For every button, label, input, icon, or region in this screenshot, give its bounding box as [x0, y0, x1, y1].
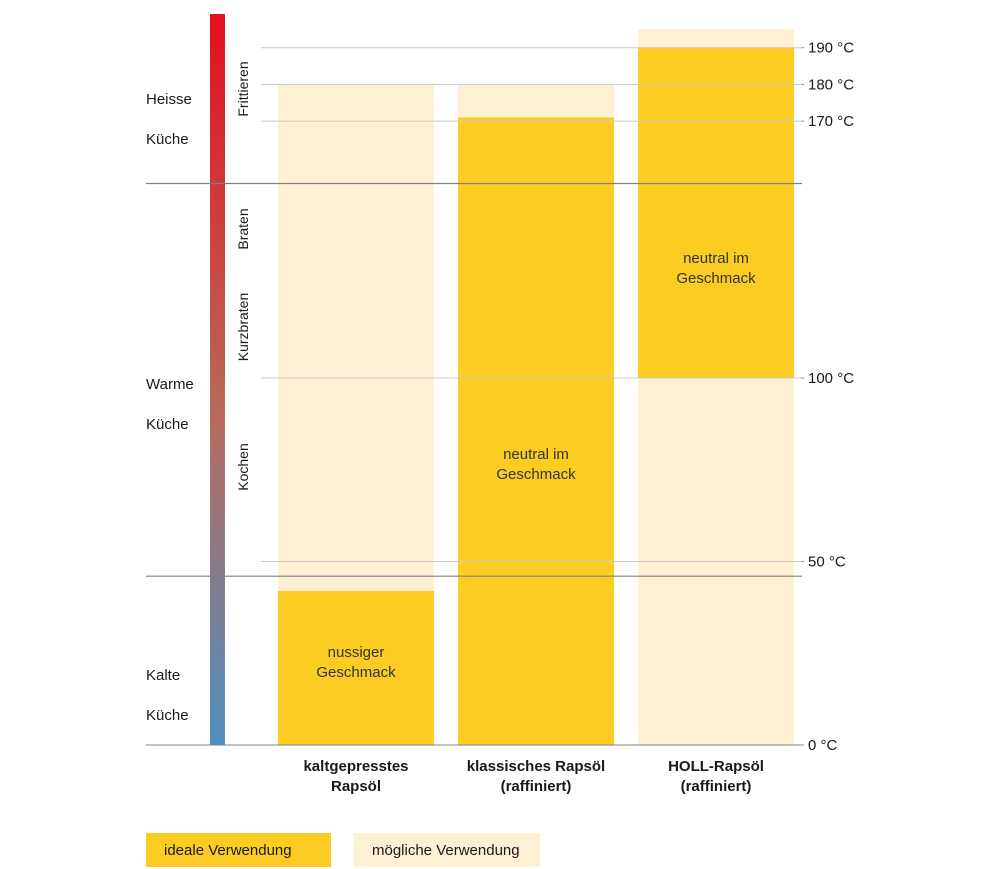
zone-label-cold: Kalte Küche	[146, 646, 189, 746]
method-label-kurzbraten: Kurzbraten	[235, 292, 251, 362]
bar-note-line: nussiger	[327, 644, 385, 661]
zone-label-line: Küche	[146, 707, 189, 724]
grid-lines	[146, 47, 804, 746]
bar-ideal-1	[458, 117, 614, 746]
category-label-line: Rapsöl	[330, 778, 381, 795]
category-label-line: kaltgepresstes	[303, 758, 409, 775]
zone-label-line: Heisse	[146, 91, 192, 108]
legend-label-possible: mögliche Verwendung	[372, 841, 520, 859]
y-tick-label-190: 190 °C	[808, 40, 854, 57]
bar-note-klassisch: neutral im Geschmack	[458, 445, 614, 485]
zone-label-warm: Warme Küche	[146, 355, 194, 455]
temperature-gradient-bar	[210, 14, 225, 745]
category-label-line: (raffiniert)	[680, 778, 752, 795]
method-label-kochen: Kochen	[235, 443, 251, 491]
y-tick-label-100: 100 °C	[808, 370, 854, 387]
legend-item-possible: mögliche Verwendung	[354, 833, 540, 867]
bar-note-kaltgepresst: nussiger Geschmack	[278, 643, 434, 683]
category-label-holl: HOLL-Rapsöl (raffiniert)	[616, 757, 816, 797]
category-label-line: (raffiniert)	[500, 778, 572, 795]
zone-label-line: Warme	[146, 376, 194, 393]
category-label-line: klassisches Rapsöl	[466, 758, 606, 775]
bar-note-line: Geschmack	[676, 270, 756, 287]
zone-label-hot: Heisse Küche	[146, 70, 192, 170]
legend-item-ideal: ideale Verwendung	[146, 833, 331, 867]
zone-label-line: Küche	[146, 416, 189, 433]
bar-note-line: Geschmack	[316, 664, 396, 681]
bar-ideal-2	[638, 47, 794, 378]
bar-note-holl: neutral im Geschmack	[638, 249, 794, 289]
zone-label-line: Kalte	[146, 667, 181, 684]
method-label-frittieren: Frittieren	[235, 61, 251, 117]
y-tick-label-170: 170 °C	[808, 113, 854, 130]
ideal-bars	[278, 47, 794, 746]
bar-ideal-0	[278, 590, 434, 745]
bar-note-line: neutral im	[503, 446, 569, 463]
zone-label-line: Küche	[146, 131, 189, 148]
bar-note-line: Geschmack	[496, 466, 576, 483]
category-label-line: HOLL-Rapsöl	[668, 758, 764, 775]
legend-label-ideal: ideale Verwendung	[164, 841, 292, 859]
zone-dividers	[146, 182, 802, 577]
method-label-braten: Braten	[235, 208, 251, 250]
y-tick-labels: 190 °C 180 °C 170 °C 100 °C 50 °C 0 °C	[808, 40, 854, 754]
y-tick-label-0: 0 °C	[808, 737, 838, 754]
y-tick-label-180: 180 °C	[808, 76, 854, 93]
bar-note-line: neutral im	[683, 250, 749, 267]
category-label-klassisch: klassisches Rapsöl (raffiniert)	[436, 757, 636, 797]
category-label-kaltgepresst: kaltgepresstes Rapsöl	[256, 757, 456, 797]
y-tick-label-50: 50 °C	[808, 554, 846, 571]
